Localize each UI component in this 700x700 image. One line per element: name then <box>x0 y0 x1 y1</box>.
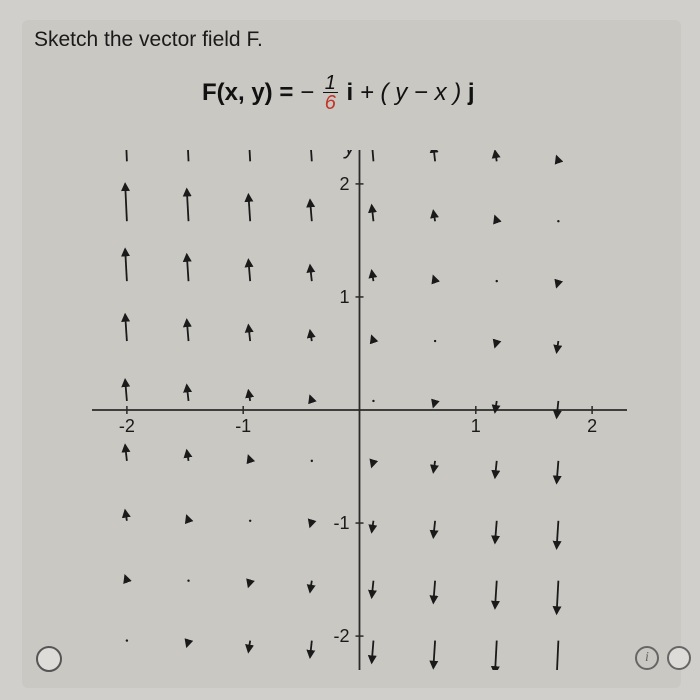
formula-fraction: 1 6 <box>323 74 338 113</box>
formula: F(x, y) = − 1 6 i + ( y − x ) j <box>202 74 475 113</box>
fraction-den: 6 <box>323 92 338 113</box>
j-vector: j <box>468 79 475 106</box>
formula-y: y <box>395 79 407 106</box>
svg-text:y: y <box>343 150 358 159</box>
answer-radio[interactable] <box>36 646 62 672</box>
svg-text:-2: -2 <box>119 416 135 436</box>
svg-text:-1: -1 <box>333 513 349 533</box>
svg-text:2: 2 <box>339 174 349 194</box>
fraction-num: 1 <box>323 74 338 92</box>
formula-lhs: F(x, y) = <box>202 79 300 106</box>
svg-text:2: 2 <box>587 416 597 436</box>
svg-text:1: 1 <box>471 416 481 436</box>
formula-x: x <box>435 79 447 106</box>
info-icon[interactable]: i <box>635 646 659 670</box>
formula-minus: − <box>300 79 314 106</box>
formula-minus2: − <box>414 79 435 106</box>
formula-rparen: ) <box>453 79 461 106</box>
prompt-text: Sketch the vector field F. <box>34 28 263 52</box>
vector-field-plot: -2-112-2-112xy <box>92 150 627 670</box>
corner-circle-icon <box>667 646 691 670</box>
svg-text:-2: -2 <box>333 626 349 646</box>
svg-text:1: 1 <box>339 287 349 307</box>
formula-plus: + ( <box>360 79 389 106</box>
i-vector: i <box>347 79 360 106</box>
question-card: Sketch the vector field F. F(x, y) = − 1… <box>22 20 681 688</box>
svg-text:-1: -1 <box>235 416 251 436</box>
